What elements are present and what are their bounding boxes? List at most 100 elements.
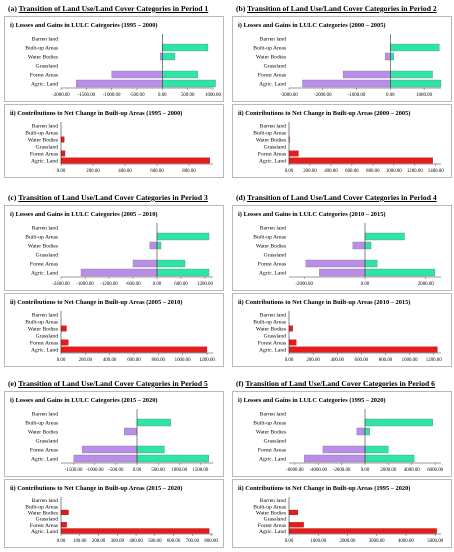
- category-label: Grassland: [264, 145, 287, 151]
- category-label: Forest Areas: [30, 341, 58, 347]
- chart-box: ii) Contributions to Net Change in Built…: [4, 479, 224, 548]
- loss-bar: [342, 70, 391, 79]
- panel-label: (d): [236, 193, 246, 202]
- x-tick-label: 200.00: [303, 169, 317, 174]
- category-label: Built-up Areas: [253, 320, 286, 326]
- gain-bar: [364, 427, 370, 436]
- x-tick-label: 600.00: [167, 539, 181, 544]
- chart-title: ii) Contributions to Net Change in Built…: [10, 299, 182, 306]
- x-tick-label: 100.00: [73, 539, 87, 544]
- x-tick-label: -2000.00: [314, 93, 332, 98]
- x-tick-label: -500.00: [108, 468, 124, 473]
- loss-bar: [132, 259, 158, 268]
- category-label: Forest Areas: [30, 73, 58, 79]
- x-tick-label: 1200.00: [197, 282, 213, 287]
- x-tick-label: 400.00: [129, 539, 143, 544]
- category-label: Built-up Areas: [25, 235, 58, 241]
- category-label: Built-up Areas: [253, 46, 286, 52]
- loss-bar: [73, 454, 138, 463]
- x-tick-label: 300.00: [111, 539, 125, 544]
- chart-box: i) Losses and Gains in LULC Categories (…: [4, 391, 224, 477]
- x-tick-label: 1000.00: [175, 358, 191, 363]
- category-label: Built-up Areas: [253, 131, 286, 137]
- chart-box: ii) Contributions to Net Change in Built…: [232, 479, 452, 548]
- loss-bar: [304, 454, 366, 463]
- x-tick-label: -1000.00: [348, 93, 366, 98]
- category-label: Barren land: [260, 124, 286, 130]
- x-tick-label: 0.00: [285, 169, 294, 174]
- chart-title: i) Losses and Gains in LULC Categories (…: [238, 211, 386, 218]
- x-tick-label: 0.00: [361, 282, 370, 287]
- gain-bar: [156, 268, 210, 277]
- x-tick-label: 200.00: [79, 358, 93, 363]
- gain-bar: [162, 52, 176, 61]
- x-tick-label: 500.00: [148, 539, 162, 544]
- category-label: Barren land: [32, 124, 58, 130]
- category-label: Agric. Land: [259, 271, 286, 277]
- gain-bar: [364, 232, 405, 241]
- x-tick-label: -1500.00: [65, 468, 83, 473]
- gain-bar: [364, 418, 433, 427]
- x-tick-label: 800.00: [152, 358, 166, 363]
- x-tick-label: 6000.00: [427, 468, 443, 473]
- panel-heading: Transition of Land Use/Land Cover Catego…: [18, 4, 209, 13]
- loss-bar: [352, 241, 366, 250]
- x-tick-label: 1000.00: [310, 539, 326, 544]
- chart-title: ii) Contributions to Net Change in Built…: [238, 485, 410, 492]
- category-label: Water Bodies: [28, 244, 58, 250]
- loss-bar: [76, 79, 163, 88]
- category-label: Water Bodies: [28, 55, 58, 61]
- category-label: Agric. Land: [259, 348, 286, 354]
- panel-title: (e) Transition of Land Use/Land Cover Ca…: [8, 379, 208, 388]
- category-label: Grassland: [36, 517, 59, 523]
- panel-heading: Transition of Land Use/Land Cover Catego…: [247, 193, 437, 202]
- losses-gains-chart: i) Losses and Gains in LULC Categories (…: [10, 211, 213, 287]
- category-label: Agric. Land: [31, 457, 58, 463]
- x-tick-label: -1500.00: [78, 93, 96, 98]
- category-label: Agric. Land: [31, 348, 58, 354]
- loss-bar: [124, 427, 138, 436]
- x-tick-label: 5000.00: [427, 539, 443, 544]
- chart-box: ii) Contributions to Net Change in Built…: [232, 104, 452, 178]
- x-tick-label: 800.00: [379, 358, 393, 363]
- x-tick-label: 200.00: [306, 358, 320, 363]
- category-label: Water Bodies: [256, 327, 286, 333]
- chart-title: ii) Contributions to Net Change in Built…: [10, 485, 182, 492]
- contribution-bar: [288, 339, 297, 346]
- gain-bar: [364, 445, 389, 454]
- panel-heading: Transition of Land Use/Land Cover Catego…: [18, 379, 208, 388]
- contribution-bar: [60, 346, 208, 353]
- panel-heading: Transition of Land Use/Land Cover Catego…: [245, 379, 435, 388]
- x-tick-label: -1000.00: [86, 468, 104, 473]
- x-tick-label: 700.00: [186, 539, 200, 544]
- category-label: Barren land: [32, 412, 58, 418]
- x-tick-label: 0.00: [133, 468, 142, 473]
- gain-bar: [364, 454, 415, 463]
- panel-title: (d) Transition of Land Use/Land Cover Ca…: [236, 193, 437, 202]
- chart-box: ii) Contributions to Net Change in Built…: [4, 293, 224, 367]
- contribution-bar: [288, 157, 433, 164]
- category-label: Forest Areas: [258, 448, 286, 454]
- x-tick-label: 0.00: [386, 93, 395, 98]
- panel-label: (f): [236, 379, 244, 388]
- gain-bar: [136, 418, 171, 427]
- gain-bar: [390, 52, 394, 61]
- x-tick-label: 4000.00: [404, 468, 420, 473]
- gain-bar: [156, 241, 162, 250]
- chart-box: i) Losses and Gains in LULC Categories (…: [4, 205, 224, 291]
- contribution-bar: [288, 150, 299, 157]
- category-label: Agric. Land: [31, 82, 58, 88]
- category-label: Forest Areas: [258, 262, 286, 268]
- category-label: Grassland: [264, 64, 287, 70]
- x-tick-label: 500.00: [181, 93, 195, 98]
- x-tick-label: -1000.00: [103, 93, 121, 98]
- x-tick-label: 600.00: [150, 169, 164, 174]
- chart-title: ii) Contributions to Net Change in Built…: [238, 299, 410, 306]
- losses-gains-chart: i) Losses and Gains in LULC Categories (…: [10, 397, 213, 473]
- gain-bar: [136, 454, 209, 463]
- x-tick-label: -2000.00: [295, 282, 313, 287]
- panel-heading: Transition of Land Use/Land Cover Catego…: [18, 193, 208, 202]
- category-label: Barren land: [260, 498, 286, 504]
- category-label: Forest Areas: [30, 152, 58, 158]
- gain-bar: [162, 43, 209, 52]
